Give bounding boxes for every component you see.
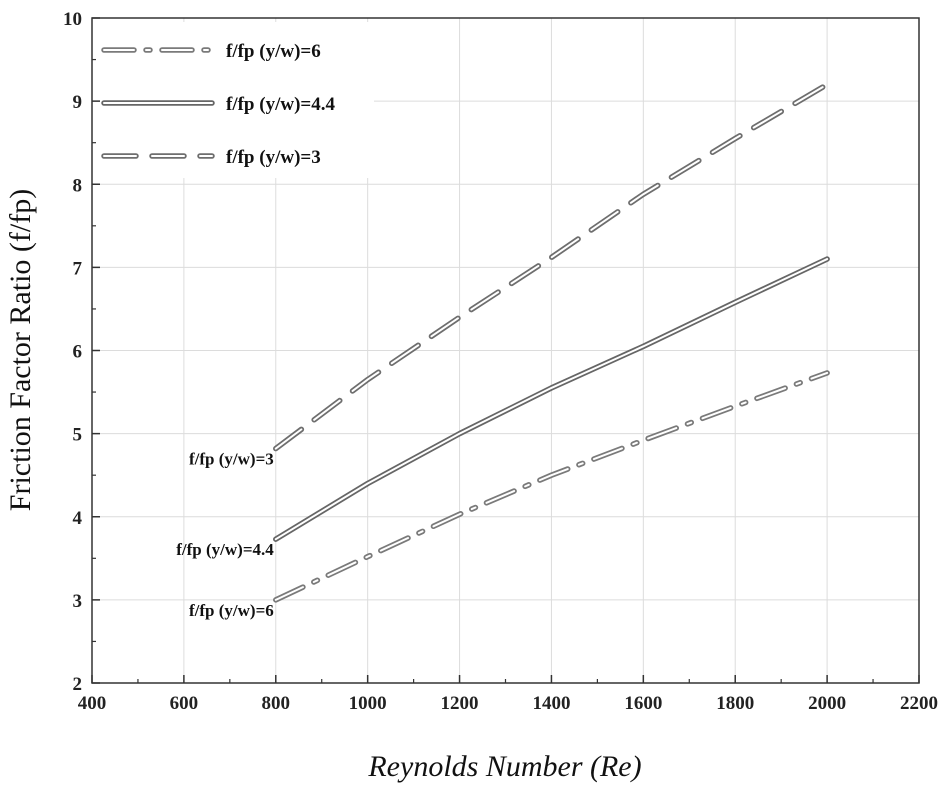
- series-layer: [273, 81, 830, 603]
- x-axis-label: Reynolds Number (Re): [367, 750, 641, 783]
- x-tick-label-800: 800: [262, 693, 291, 714]
- y-tick-label-4: 4: [73, 508, 83, 529]
- x-tick-label-400: 400: [78, 693, 107, 714]
- y-tick-label-2: 2: [73, 674, 83, 695]
- series-line-core-1: [274, 258, 829, 541]
- x-tick-label-1000: 1000: [349, 693, 387, 714]
- x-tick-label-2200: 2200: [900, 693, 938, 714]
- y-axis-ticks: 2 3 4 5 6 7 8 9 10: [63, 9, 100, 695]
- series-line-core-2: [274, 83, 829, 450]
- series-annotation-0: f/fp (y/w)=6: [189, 601, 274, 620]
- legend-entry-2: f/fp (y/w)=3: [101, 147, 321, 168]
- y-tick-label-9: 9: [73, 92, 83, 113]
- series-line-2: [273, 81, 830, 452]
- series-line-1: [273, 256, 830, 542]
- y-axis-label: Friction Factor Ratio (f/fp): [4, 189, 37, 511]
- legend: f/fp (y/w)=6 f/fp (y/w)=4.4 f/fp (y/w)=3: [101, 41, 335, 168]
- x-tick-label-1800: 1800: [716, 693, 754, 714]
- x-tick-label-2000: 2000: [808, 693, 846, 714]
- series-annotation-2: f/fp (y/w)=3: [189, 450, 274, 469]
- x-tick-label-600: 600: [170, 693, 199, 714]
- series-annotation-1: f/fp (y/w)=4.4: [176, 540, 274, 559]
- series-line-core-0: [274, 371, 829, 601]
- legend-entry-0: f/fp (y/w)=6: [101, 41, 321, 62]
- series-annotations: f/fp (y/w)=6 f/fp (y/w)=4.4 f/fp (y/w)=3: [176, 450, 274, 620]
- y-tick-label-10: 10: [63, 9, 82, 30]
- x-tick-label-1400: 1400: [532, 693, 570, 714]
- legend-label-0: f/fp (y/w)=6: [226, 41, 321, 62]
- series-line-0: [273, 370, 830, 603]
- legend-entry-1: f/fp (y/w)=4.4: [101, 94, 335, 115]
- legend-label-1: f/fp (y/w)=4.4: [226, 94, 335, 115]
- x-tick-label-1200: 1200: [441, 693, 479, 714]
- legend-background: [96, 22, 374, 178]
- x-tick-label-1600: 1600: [624, 693, 662, 714]
- y-tick-label-5: 5: [73, 425, 83, 446]
- y-tick-label-8: 8: [73, 175, 83, 196]
- y-tick-label-7: 7: [73, 258, 83, 279]
- y-tick-label-3: 3: [73, 591, 83, 612]
- x-axis-ticks: 400 600 800 1000 1200 1400 1600 1800 2000 2200: [78, 675, 938, 714]
- y-tick-label-6: 6: [73, 342, 83, 363]
- legend-label-2: f/fp (y/w)=3: [226, 147, 321, 168]
